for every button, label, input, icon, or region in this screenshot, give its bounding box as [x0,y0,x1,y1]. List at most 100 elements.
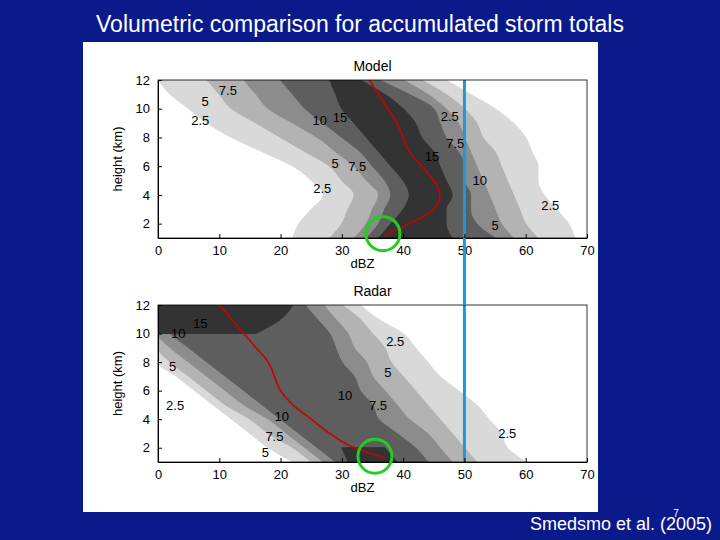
tick: 60 [519,458,533,482]
tick: 30 [335,234,349,258]
tick-label: 20 [274,243,288,258]
tick: 8 [143,355,162,370]
tick-label: 40 [396,467,410,482]
contour-label: 5 [262,445,269,460]
tick-mark [464,458,465,462]
figure-background [83,42,598,512]
axis-line [158,81,159,239]
tick: 20 [274,234,288,258]
tick: 12 [136,73,162,88]
reference-line [463,305,466,462]
tick-label: 4 [143,412,150,427]
contour-label: 5 [202,94,209,109]
slide-title: Volumetric comparison for accumulated st… [96,11,624,37]
tick: 12 [136,298,162,313]
tick-mark [219,234,220,238]
x-axis-title: dBZ [351,256,375,271]
contour-label: 2.5 [166,398,184,413]
tick-mark [158,224,162,225]
contour-label: 5 [491,218,498,233]
tick-mark [587,234,588,238]
tick-mark [158,195,162,196]
tick-mark [158,419,162,420]
tick-mark [464,234,465,238]
contour-level [330,80,453,238]
contour-level [158,305,477,462]
contour-label: 10 [171,326,185,341]
tick-mark [342,458,343,462]
tick-label: 8 [143,130,150,145]
contour-label: 7.5 [348,159,366,174]
tick-label: 0 [155,243,162,258]
contour-level [281,80,496,238]
contour-level [158,305,397,462]
tick: 30 [335,458,349,482]
tick-mark [281,458,282,462]
tick-mark [158,305,162,306]
tick-mark [158,137,162,138]
tick-label: 60 [519,243,533,258]
contour-label: 2.5 [541,198,559,213]
tick-mark [219,458,220,462]
contour-level [158,305,526,462]
tick-label: 6 [143,159,150,174]
tick-label: 10 [213,243,227,258]
panel-title: Model [353,58,391,74]
tick-mark [587,458,588,462]
contour-level [158,305,428,462]
tick-mark [158,391,162,392]
contour-label: 15 [193,316,207,331]
median-line [369,80,439,235]
reference-line-connector [463,238,466,305]
tick-label: 50 [458,467,472,482]
tick-mark [342,234,343,238]
contour-label: 2.5 [313,181,331,196]
contour-label: 10 [275,409,289,424]
page-number: 7 [673,508,679,519]
y-axis-title: height (km) [110,126,125,191]
slide-background [0,0,720,540]
tick-label: 4 [143,188,150,203]
tick-label: 6 [143,383,150,398]
slide: Volumetric comparison for accumulated st… [0,0,720,540]
tick: 2 [143,440,162,455]
contour-label: 2.5 [498,426,516,441]
tick-mark [403,234,404,238]
contour-label: 10 [313,113,327,128]
contour-level [207,80,538,238]
panel-1: Radar151052.5107.552.55107.52.5010203040… [110,283,595,495]
tick-mark [158,448,162,449]
tick-label: 10 [213,467,227,482]
y-axis-title: height (km) [110,351,125,416]
tick: 8 [143,130,162,145]
tick: 6 [143,383,162,398]
contour-label: 7.5 [265,429,283,444]
tick: 40 [396,458,410,482]
tick-mark [158,109,162,110]
contour-label: 7.5 [446,136,464,151]
tick: 50 [458,458,472,482]
tick-label: 10 [136,101,150,116]
tick: 70 [580,458,594,482]
tick-mark [403,458,404,462]
contour-level [158,80,575,238]
contour-label: 2.5 [191,113,209,128]
tick: 2 [143,216,162,231]
tick-label: 70 [580,467,594,482]
contour-label: 10 [338,388,352,403]
plot-frame [158,80,587,238]
tick-mark [158,166,162,167]
tick: 60 [519,234,533,258]
tick-mark [158,362,162,363]
tick-label: 30 [335,467,349,482]
tick: 4 [143,188,162,203]
contour-label: 5 [331,156,338,171]
contour-label: 10 [473,173,487,188]
tick: 20 [274,458,288,482]
plot-marks [158,305,526,462]
tick-label: 30 [335,243,349,258]
tick: 6 [143,159,162,174]
x-axis: 010203040506070 [155,234,595,258]
tick-label: 70 [580,243,594,258]
reference-line [463,80,466,238]
